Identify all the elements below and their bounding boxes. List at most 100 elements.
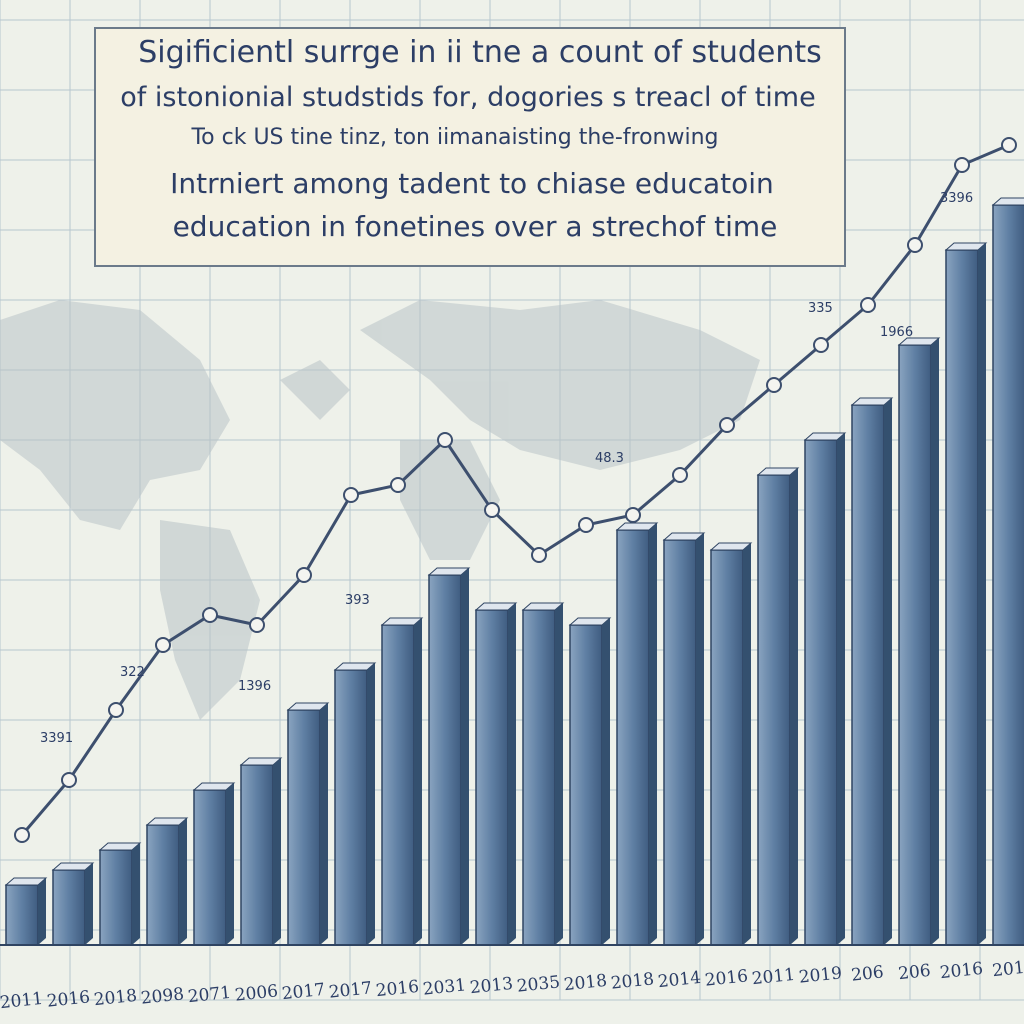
x-tick-label: 2019	[798, 963, 843, 987]
x-tick-label: 2017	[281, 980, 326, 1004]
line-point	[907, 237, 923, 253]
bar-side	[367, 663, 375, 945]
bar	[898, 344, 932, 946]
line-point	[155, 637, 171, 653]
title-line: Intrniert among tadent to chiase educato…	[170, 167, 774, 200]
bar	[5, 884, 39, 946]
bar	[475, 609, 509, 946]
x-tick-label: 2017	[328, 978, 373, 1002]
x-tick-label: 2011	[0, 989, 44, 1013]
data-label: 393	[345, 593, 370, 608]
bar-side	[837, 433, 845, 945]
plot: 2011 2016 2018 2098 2071 2006 2017 2017 2016 2031…	[0, 137, 1024, 1013]
line-point	[61, 772, 77, 788]
x-tick-label: 2098	[140, 984, 185, 1008]
x-tick-label: 2013	[469, 974, 514, 998]
bar	[522, 609, 556, 946]
line-point	[719, 417, 735, 433]
title-line: Sigificientl surrge in ii tne a count of…	[138, 35, 822, 70]
bar-side	[85, 863, 93, 945]
bar-side	[461, 568, 469, 945]
bar-side	[790, 468, 798, 945]
line-point	[766, 377, 782, 393]
line-point	[672, 467, 688, 483]
bar	[945, 249, 979, 946]
data-label: 322	[120, 665, 145, 680]
bar-side	[743, 543, 751, 945]
bar-side	[508, 603, 516, 945]
line-point	[860, 297, 876, 313]
bar-side	[273, 758, 281, 945]
x-tick-label: 2014	[657, 968, 702, 992]
data-label: 335	[808, 301, 833, 316]
title-line: education in fonetines over a strechof t…	[173, 210, 778, 243]
bar	[287, 709, 321, 946]
title-line: of istonionial studstids for, dogories s…	[120, 82, 815, 113]
bar-side	[602, 618, 610, 945]
line-point	[813, 337, 829, 353]
x-tick-label: 2016	[375, 977, 420, 1001]
bar-side	[132, 843, 140, 945]
x-tick-label: 201	[991, 958, 1024, 981]
title-line: To ck US tine tinz, ton iimanaisting the…	[190, 125, 718, 150]
line-point	[578, 517, 594, 533]
line-point	[484, 502, 500, 518]
bar-side	[179, 818, 187, 945]
bar-side	[649, 523, 657, 945]
bar-side	[884, 398, 892, 945]
bar-side	[931, 338, 939, 945]
line-point	[343, 487, 359, 503]
bar-side	[320, 703, 328, 945]
bar	[334, 669, 368, 946]
bar	[381, 624, 415, 946]
x-tick-label: 206	[897, 961, 931, 984]
bar	[240, 764, 274, 946]
data-label: 3391	[40, 731, 73, 746]
bar	[146, 824, 180, 946]
bar-top	[991, 197, 1024, 206]
x-tick-label: 2018	[563, 971, 608, 995]
bar	[99, 849, 133, 946]
bar	[193, 789, 227, 946]
line-point	[14, 827, 30, 843]
bar	[851, 404, 885, 946]
line-point	[437, 432, 453, 448]
bar	[663, 539, 697, 946]
bar-side	[38, 878, 46, 945]
bar-side	[696, 533, 704, 945]
bar	[569, 624, 603, 946]
x-tick-label: 2035	[516, 972, 561, 996]
bar-side	[555, 603, 563, 945]
x-tick-label: 2006	[234, 981, 279, 1005]
bar	[992, 204, 1024, 946]
bar	[428, 574, 462, 946]
line-point	[202, 607, 218, 623]
bar	[52, 869, 86, 946]
line-point	[249, 617, 265, 633]
line-point	[296, 567, 312, 583]
x-tick-label: 2071	[187, 983, 232, 1007]
x-tick-label: 2016	[46, 987, 91, 1011]
x-tick-label: 206	[850, 962, 884, 985]
data-label: 3396	[940, 191, 973, 206]
x-tick-label: 2031	[422, 975, 467, 999]
line-point	[108, 702, 124, 718]
line-point	[1001, 137, 1017, 153]
bar-side	[226, 783, 234, 945]
line	[20, 143, 1010, 836]
bar-side	[414, 618, 422, 945]
line-point	[531, 547, 547, 563]
line-point	[625, 507, 641, 523]
x-tick-label: 2018	[93, 986, 138, 1010]
line-point	[954, 157, 970, 173]
x-tick-label: 2011	[751, 965, 796, 989]
x-tick-label: 2016	[939, 959, 984, 983]
bar-side	[978, 243, 986, 945]
bar	[804, 439, 838, 946]
line-point	[390, 477, 406, 493]
bar	[710, 549, 744, 946]
data-label: 1966	[880, 325, 913, 340]
bar	[616, 529, 650, 946]
bar	[757, 474, 791, 946]
